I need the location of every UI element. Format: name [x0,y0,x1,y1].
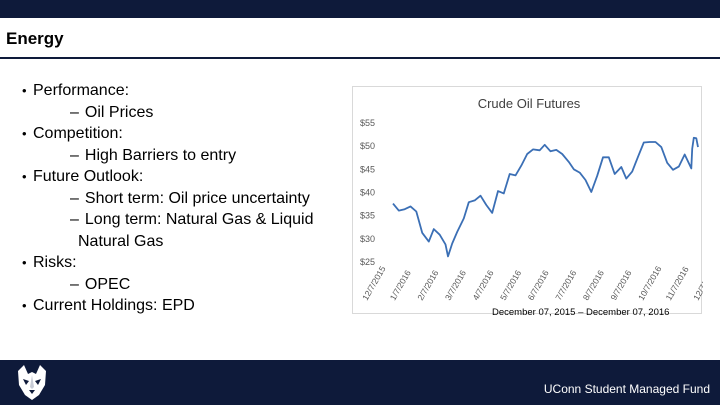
x-tick-label: 3/7/2016 [443,268,468,302]
bullet-item: Risks: –OPEC [22,252,352,295]
x-axis: 12/7/2015 1/7/2016 2/7/2016 3/7/2016 4/7/201… [360,264,703,302]
sub-bullet-text: Short term: Oil price uncertainty [84,189,310,207]
y-tick-label: $30 [360,234,375,244]
x-tick-label: 11/7/2016 [663,265,690,302]
y-axis: $25 $30 $35 $40 $45 $50 $55 [360,118,375,267]
x-tick-label: 1/7/2016 [388,268,413,302]
top-band [0,0,720,18]
bullet-list: Performance:–Oil PricesCompetition:–High… [22,80,352,317]
x-tick-label: 9/7/2016 [608,268,633,302]
plot-area [392,136,699,258]
x-tick-label: 8/7/2016 [581,268,606,302]
sub-bullet-item: – Oil Prices [70,102,352,124]
chart-title: Crude Oil Futures [478,96,581,111]
oil-futures-chart: Crude Oil Futures $25 $30 $35 $40 $45 $50 $55 … [352,86,703,314]
x-tick-label: 10/7/2016 [636,264,664,302]
x-tick-label: 7/7/2016 [553,268,578,302]
x-tick-label: 2/7/2016 [415,268,440,302]
footer: UConn Student Managed Fund [0,360,720,405]
dash-marker: – [70,103,79,121]
sub-bullet-item: – Short term: Oil price uncertainty [70,188,352,210]
y-tick-label: $45 [360,164,375,174]
sub-bullet-list: – OPEC [33,274,352,296]
x-tick-label: 6/7/2016 [526,268,551,302]
sub-bullet-text: Long term: Natural Gas & Liquid [84,211,314,228]
y-tick-label: $55 [360,118,375,128]
bullet-label: Current Holdings: EPD [33,297,195,314]
bullet-label: Risks: [33,254,77,271]
date-range-caption: December 07, 2015 – December 07, 2016 [492,307,670,318]
dash-marker: – [70,275,79,293]
sub-bullet-list: – Short term: Oil price uncertainty – Long … [33,188,352,253]
husky-logo-icon [18,365,46,400]
y-tick-label: $50 [360,141,375,151]
sub-bullet-text: Oil Prices [84,103,154,121]
sub-bullet-list: – Oil Prices [33,102,352,124]
dash-marker: – [70,211,79,228]
title-bar: Energy [0,18,720,59]
bullet-item: Competition: –High Barriers to entry [22,123,352,166]
dash-marker: – [70,189,79,207]
sub-bullet-text: High Barriers to entry [84,146,237,164]
sub-bullet-item: – High Barriers to entry [70,145,352,167]
sub-bullet-text: OPEC [84,275,131,293]
sub-bullet-text-wrap: Natural Gas [78,232,164,250]
x-tick-label: 12/7/2016 [691,264,703,302]
chart-svg: Crude Oil Futures $25$30$35$40$45$50$55 … [360,96,703,302]
bullet-item: Future Outlook: –Short term: Oil price un… [22,166,352,252]
y-tick-label: $25 [360,257,375,267]
x-tick-label: 12/7/2015 [360,264,388,302]
y-tick-label: $40 [360,188,375,198]
bullet-label: Competition: [33,125,123,142]
sub-bullet-list: – High Barriers to entry [33,145,352,167]
dash-marker: – [70,146,79,164]
sub-bullet-item: – OPEC [70,274,352,296]
page-title: Energy [6,29,64,48]
bullet-label: Future Outlook: [33,168,144,185]
x-tick-label: 4/7/2016 [470,268,495,302]
x-tick-label: 5/7/2016 [498,268,523,302]
sub-bullet-item: – Long term: Natural Gas & Liquid Natural … [70,209,352,252]
bullet-item: Current Holdings: EPD [22,295,352,317]
bullet-item: Performance: –Oil Prices [22,80,352,123]
bullet-label: Performance: [33,82,130,99]
footer-org-name: UConn Student Managed Fund [543,382,710,396]
price-series-line [392,136,699,258]
y-tick-label: $35 [360,211,375,221]
